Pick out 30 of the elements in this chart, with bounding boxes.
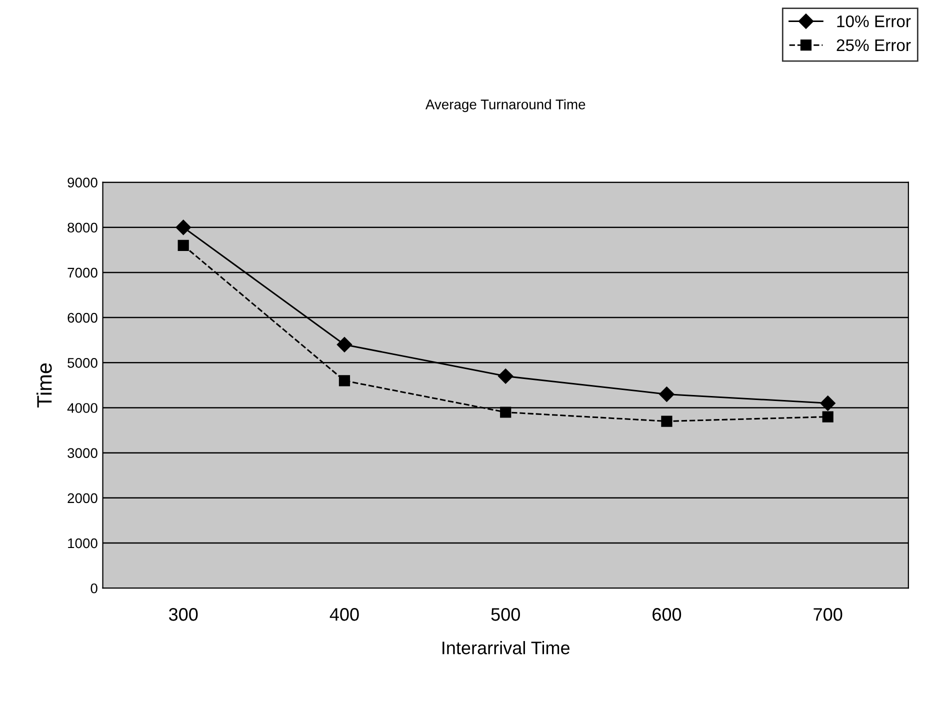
legend-label: 10% Error: [837, 15, 911, 28]
point: [661, 416, 672, 427]
point: [500, 406, 512, 418]
y-tick-label: 1000: [68, 538, 98, 548]
point: [659, 386, 674, 402]
y-tick-label: 5000: [68, 358, 98, 368]
x-tick-label: 300: [168, 608, 198, 621]
point: [822, 411, 834, 422]
y-tick-label: 6000: [68, 312, 98, 323]
point: [336, 337, 352, 352]
y-tick-label: 3000: [68, 448, 98, 458]
x-tick-label: 400: [330, 608, 359, 621]
legend-label: 25% Error: [836, 39, 911, 52]
y-tick-label: 9000: [68, 178, 98, 188]
y-tick-label: 2000: [68, 493, 98, 504]
y-tick-label: 8000: [68, 222, 98, 233]
x-tick-label: 700: [814, 608, 842, 621]
point: [820, 396, 836, 411]
x-axis-title: Interarrival Time: [442, 641, 570, 654]
chart-title: Average Turnaround Time: [425, 99, 586, 112]
point: [178, 240, 189, 251]
y-tick-label: 0: [90, 583, 98, 594]
point: [498, 368, 514, 384]
y-axis-title: Time: [36, 363, 52, 408]
point: [338, 375, 350, 386]
y-tick-label: 7000: [68, 268, 98, 278]
y-tick-label: 4000: [67, 403, 98, 413]
point: [176, 220, 191, 235]
x-tick-label: 500: [491, 608, 520, 621]
x-tick-label: 600: [652, 608, 682, 621]
